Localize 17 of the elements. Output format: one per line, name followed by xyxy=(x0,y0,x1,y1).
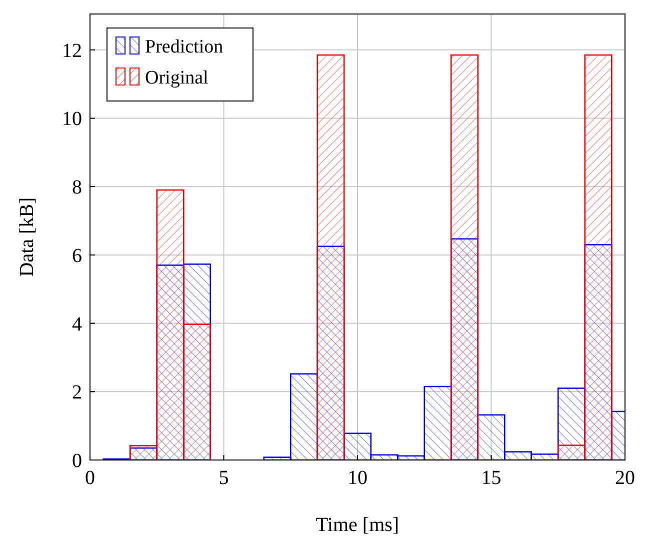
bar xyxy=(316,54,345,460)
y-tick-label: 8 xyxy=(72,176,82,199)
bar xyxy=(450,54,479,460)
y-tick-label: 4 xyxy=(72,313,82,336)
y-tick-label: 12 xyxy=(62,40,82,62)
legend-label: Original xyxy=(145,68,208,89)
x-tick-label: 20 xyxy=(615,467,635,489)
x-tick-label: 15 xyxy=(481,467,502,489)
y-tick-label: 2 xyxy=(72,382,82,404)
x-tick-label: 10 xyxy=(348,467,368,489)
x-tick-label: 5 xyxy=(218,467,229,489)
legend-label: Prediction xyxy=(145,36,224,58)
x-axis-title: Time [ms] xyxy=(316,514,400,536)
y-tick-label: 10 xyxy=(62,108,82,130)
y-tick-label: 0 xyxy=(72,450,82,472)
y-axis-title: Data [kB] xyxy=(16,197,38,277)
y-tick-label: 6 xyxy=(72,244,82,267)
